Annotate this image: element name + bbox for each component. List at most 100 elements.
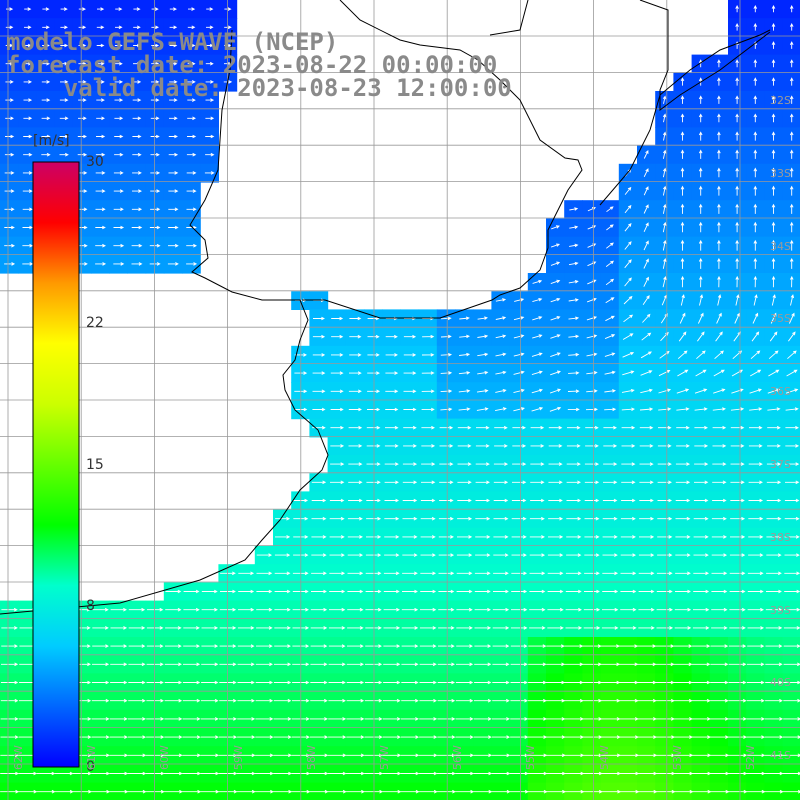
wind-arrow bbox=[346, 698, 365, 703]
wind-arrow bbox=[568, 334, 580, 339]
wind-arrow bbox=[530, 462, 545, 466]
wind-arrow bbox=[747, 571, 764, 576]
wind-arrow bbox=[764, 753, 784, 758]
wind-arrow bbox=[330, 407, 344, 412]
wind-arrow bbox=[784, 553, 800, 557]
wind-arrow bbox=[187, 43, 196, 48]
wind-arrow bbox=[473, 753, 493, 758]
wind-arrow bbox=[22, 243, 34, 248]
wind-arrow bbox=[602, 607, 619, 612]
wind-arrow bbox=[401, 607, 419, 612]
wind-arrow bbox=[680, 257, 685, 269]
wind-arrow bbox=[550, 370, 561, 376]
wind-arrow bbox=[22, 207, 33, 212]
wind-arrow bbox=[367, 353, 380, 357]
wind-arrow bbox=[274, 662, 292, 667]
wind-arrow bbox=[204, 171, 215, 175]
wind-arrow bbox=[584, 516, 600, 521]
wind-arrow bbox=[310, 607, 328, 612]
wind-arrow bbox=[771, 95, 776, 104]
wind-arrow bbox=[312, 407, 326, 412]
wind-arrow bbox=[384, 535, 400, 539]
wind-arrow bbox=[680, 203, 685, 214]
wind-arrow bbox=[621, 425, 636, 430]
wind-arrow bbox=[237, 717, 256, 721]
wind-arrow bbox=[605, 278, 615, 286]
wind-arrow bbox=[602, 553, 618, 557]
wind-arrow bbox=[205, 152, 215, 157]
wind-arrow bbox=[694, 407, 708, 411]
wind-arrow bbox=[164, 717, 183, 721]
wind-arrow bbox=[457, 462, 472, 466]
wind-arrow bbox=[329, 589, 346, 594]
wind-arrow bbox=[421, 389, 435, 393]
wind-arrow bbox=[730, 462, 745, 466]
wind-arrow bbox=[640, 370, 653, 376]
wind-arrow bbox=[92, 662, 110, 667]
wind-arrow bbox=[512, 444, 527, 448]
wind-arrow bbox=[418, 789, 438, 794]
wind-arrow bbox=[183, 589, 200, 594]
wind-arrow bbox=[1, 626, 18, 630]
wind-arrow bbox=[238, 607, 255, 612]
wind-arrow bbox=[748, 498, 764, 503]
wind-arrow bbox=[622, 370, 635, 376]
wind-arrow bbox=[680, 149, 685, 159]
wind-arrow bbox=[329, 571, 346, 576]
wind-arrow bbox=[710, 680, 729, 685]
longitude-label: 53W bbox=[670, 745, 684, 770]
wind-arrow bbox=[511, 589, 528, 594]
wind-arrow bbox=[366, 516, 382, 521]
wind-arrow bbox=[711, 553, 728, 557]
wind-arrow bbox=[698, 95, 703, 104]
longitude-label: 57W bbox=[378, 745, 391, 770]
wind-arrow bbox=[766, 516, 782, 521]
wind-arrow bbox=[347, 535, 363, 539]
wind-arrow bbox=[475, 480, 490, 485]
wind-arrow bbox=[729, 607, 746, 612]
wind-arrow bbox=[329, 607, 346, 612]
wind-arrow bbox=[568, 298, 579, 302]
wind-arrow bbox=[385, 389, 399, 394]
wind-arrow bbox=[789, 167, 794, 178]
wind-arrow bbox=[749, 388, 762, 394]
wind-arrow bbox=[511, 516, 527, 521]
wind-arrow bbox=[201, 607, 218, 612]
latitude-label: 35S bbox=[770, 312, 791, 326]
wind-arrow bbox=[584, 535, 600, 539]
wind-arrow bbox=[712, 425, 727, 430]
wind-arrow bbox=[566, 553, 582, 557]
wind-arrow bbox=[437, 662, 455, 667]
wind-arrow bbox=[474, 626, 492, 630]
wind-arrow bbox=[292, 662, 310, 667]
wind-arrow bbox=[328, 626, 346, 630]
wind-arrow bbox=[382, 789, 402, 794]
wind-arrow bbox=[586, 370, 598, 375]
wind-arrow bbox=[309, 771, 329, 776]
wind-arrow bbox=[455, 789, 475, 794]
wind-arrow bbox=[187, 61, 196, 66]
wind-arrow bbox=[493, 571, 509, 576]
wind-arrow bbox=[584, 571, 600, 576]
wind-arrow bbox=[419, 626, 437, 630]
wind-arrow bbox=[420, 535, 436, 539]
wind-arrow bbox=[586, 389, 598, 393]
wind-arrow bbox=[331, 334, 344, 339]
wind-arrow bbox=[513, 334, 525, 339]
wind-arrow bbox=[789, 77, 794, 86]
wind-arrow bbox=[347, 626, 364, 630]
wind-arrow bbox=[200, 735, 219, 739]
wind-arrow bbox=[132, 98, 142, 102]
wind-arrow bbox=[402, 535, 418, 539]
wind-arrow bbox=[420, 516, 436, 521]
wind-arrow bbox=[455, 771, 474, 776]
wind-arrow bbox=[456, 553, 473, 557]
wind-arrow bbox=[110, 680, 128, 685]
wind-arrow bbox=[418, 771, 438, 776]
wind-arrow bbox=[437, 698, 456, 703]
wind-arrow bbox=[728, 680, 747, 685]
wind-arrow bbox=[782, 753, 800, 758]
wind-arrow bbox=[547, 607, 564, 612]
wind-arrow bbox=[421, 407, 435, 412]
wind-arrow bbox=[24, 7, 32, 11]
